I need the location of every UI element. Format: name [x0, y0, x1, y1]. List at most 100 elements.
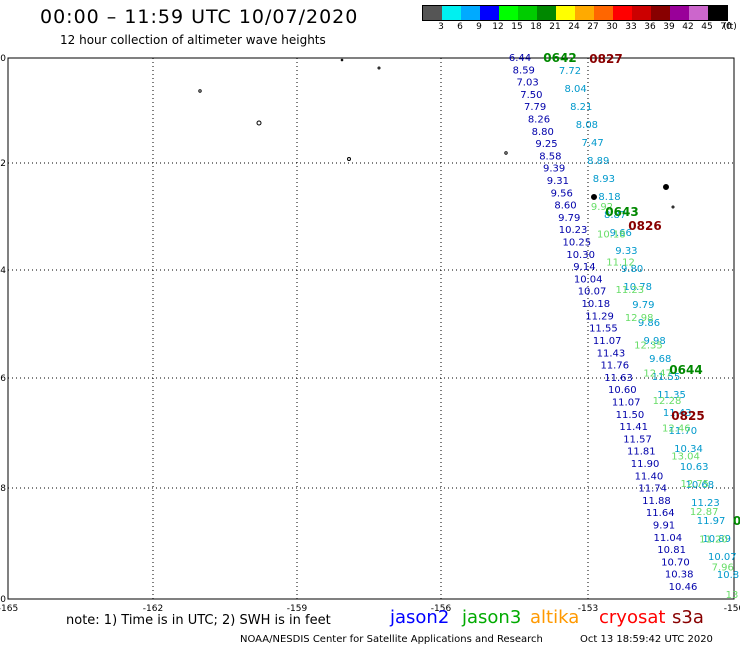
- color-swatch: [708, 6, 727, 20]
- longitude-tick-label: -165: [0, 604, 18, 614]
- swh-value-label: 9.91: [653, 520, 675, 531]
- swh-value-label: 8.26: [528, 115, 550, 126]
- swh-value-label: 7.47: [581, 138, 603, 149]
- color-swatch: [594, 6, 613, 20]
- swh-value-label: 11.90: [631, 459, 660, 470]
- color-swatch: [461, 6, 480, 20]
- swh-value-label: 11.74: [638, 484, 667, 495]
- swh-value-label: 9.66: [610, 228, 632, 239]
- swh-value-label: 11.63: [604, 373, 633, 384]
- swh-value-label: 11.43: [663, 408, 692, 419]
- longitude-tick-label: -150: [724, 604, 740, 614]
- island-outline: [198, 89, 202, 93]
- swh-value-label: 11.55: [589, 324, 618, 335]
- color-swatch: [613, 6, 632, 20]
- swh-value-label: 8.89: [587, 156, 609, 167]
- swh-value-label: 9.33: [615, 246, 637, 257]
- units-note: note: 1) Time is in UTC; 2) SWH is in fe…: [66, 613, 331, 628]
- swh-value-label: 10.18: [597, 230, 626, 241]
- swh-value-label: 11.29: [585, 311, 614, 322]
- swh-value-label: 8.87: [604, 210, 626, 221]
- swh-value-label: 12.35: [634, 341, 663, 352]
- color-swatch: [689, 6, 708, 20]
- color-swatch: [556, 6, 575, 20]
- swh-value-label: 11.23: [691, 498, 720, 509]
- swh-value-label: 11.50: [616, 410, 645, 421]
- color-scale-label: 39: [663, 22, 675, 32]
- pass-time-label: 0643: [605, 205, 638, 219]
- swh-value-label: 9.98: [644, 336, 666, 347]
- color-scale-label: (ft): [723, 22, 737, 32]
- pass-time-label: 0: [733, 514, 740, 528]
- color-scale-label: 30: [606, 22, 618, 32]
- swh-value-label: 11.97: [697, 516, 726, 527]
- color-scale-label: 42: [682, 22, 694, 32]
- pass-time-label: 0827: [589, 52, 622, 66]
- latitude-tick-label: -30: [0, 595, 6, 605]
- swh-value-label: 10.89: [702, 534, 731, 545]
- swh-value-label: 11.12: [606, 257, 635, 268]
- swh-value-label: 10.04: [574, 274, 603, 285]
- swh-value-label: 8.59: [513, 65, 535, 76]
- swh-value-label: 11.20: [699, 535, 728, 546]
- color-scale-label: 3: [438, 22, 444, 32]
- swh-value-label: 10.30: [566, 250, 595, 261]
- swh-value-label: 8.80: [532, 127, 554, 138]
- swh-value-label: 9.25: [535, 139, 557, 150]
- swh-value-label: 10.81: [657, 545, 686, 556]
- color-scale-label: 12: [492, 22, 504, 32]
- swh-value-label: 13: [726, 590, 739, 601]
- color-scale-label: 45: [701, 22, 713, 32]
- latitude-tick-label: -20: [0, 54, 6, 64]
- legend-s3a: s3a: [672, 607, 704, 628]
- swh-value-label: 11.55: [652, 372, 681, 383]
- swh-value-label: 9.39: [543, 164, 565, 175]
- longitude-tick-label: -153: [578, 604, 598, 614]
- swh-value-label: 12.47: [643, 368, 672, 379]
- swh-value-label: 6.44: [509, 53, 531, 64]
- color-swatch: [670, 6, 689, 20]
- island-outline: [256, 120, 262, 126]
- island-outline: [663, 184, 669, 190]
- swh-value-label: 11.07: [593, 336, 622, 347]
- swh-value-label: 9.56: [551, 188, 573, 199]
- legend-jason2: jason2: [390, 607, 450, 628]
- color-swatch: [537, 6, 556, 20]
- swh-value-label: 10.63: [680, 462, 709, 473]
- swh-value-label: 9.86: [638, 318, 660, 329]
- swh-value-label: 12.87: [690, 507, 719, 518]
- color-swatch: [423, 6, 442, 20]
- footer-timestamp: Oct 13 18:59:42 UTC 2020: [580, 634, 713, 645]
- swh-value-label: 11.64: [646, 508, 675, 519]
- swh-value-label: 13.04: [671, 451, 700, 462]
- legend-altika: altika: [530, 607, 580, 628]
- color-scale-label: 70: [720, 22, 732, 32]
- swh-value-label: 8.04: [565, 84, 587, 95]
- swh-value-label: 11.57: [623, 434, 652, 445]
- footer-credit: NOAA/NESDIS Center for Satellite Applica…: [240, 634, 543, 645]
- swh-value-label: 10.78: [623, 282, 652, 293]
- swh-value-label: 7.79: [524, 102, 546, 113]
- longitude-tick-label: -162: [143, 604, 163, 614]
- color-scale-bar: [422, 5, 728, 21]
- color-scale-label: 36: [644, 22, 656, 32]
- pass-time-label: 0642: [543, 51, 576, 65]
- swh-value-label: 11.40: [635, 471, 664, 482]
- swh-value-label: 12.75: [681, 479, 710, 490]
- swh-value-label: 11.70: [669, 426, 698, 437]
- color-scale-label: 24: [568, 22, 580, 32]
- island-outline: [340, 58, 344, 62]
- legend-jason3: jason3: [462, 607, 522, 628]
- pass-time-label: 0826: [628, 219, 661, 233]
- latitude-tick-label: -22: [0, 159, 6, 169]
- swh-value-label: 7.72: [559, 66, 581, 77]
- swh-value-label: 11.23: [616, 285, 645, 296]
- color-swatch: [499, 6, 518, 20]
- swh-value-label: 9.79: [632, 300, 654, 311]
- latitude-tick-label: -28: [0, 484, 6, 494]
- swh-value-label: 8.18: [598, 192, 620, 203]
- color-swatch: [651, 6, 670, 20]
- swh-value-label: 9.79: [558, 213, 580, 224]
- island-outline: [504, 151, 508, 155]
- swh-value-label: 8.08: [576, 120, 598, 131]
